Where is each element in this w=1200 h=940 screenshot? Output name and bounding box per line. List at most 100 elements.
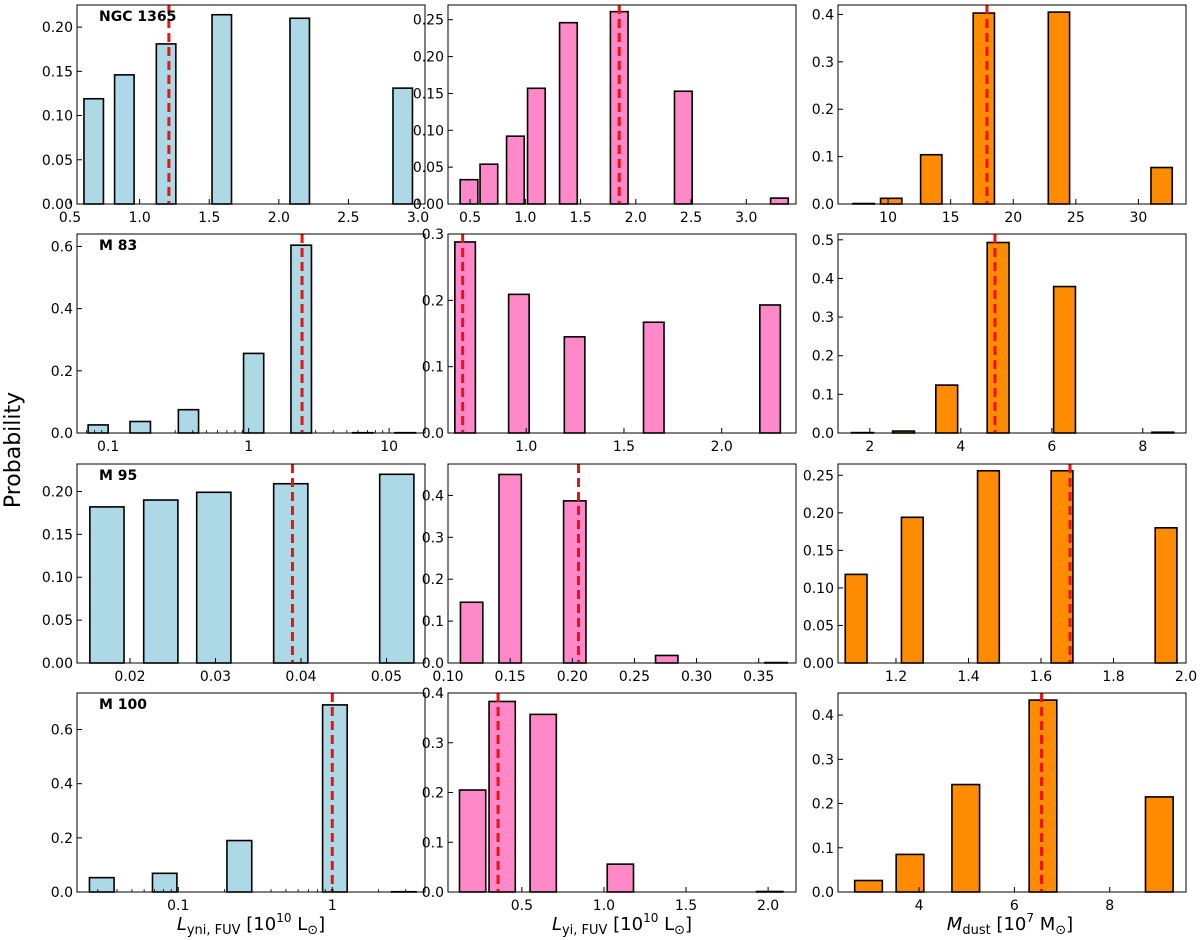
x-tick-label: 2.0 [625, 210, 647, 226]
x-tick-label: 0.30 [681, 669, 712, 685]
y-tick-label: 0.1 [422, 835, 444, 851]
y-tick-label: 0.1 [422, 360, 444, 376]
y-tick-label: 0.4 [812, 271, 834, 287]
bar [392, 87, 414, 205]
bar [900, 516, 924, 664]
y-tick-label: 0.3 [812, 310, 834, 326]
x-tick-label: 1.5 [198, 210, 220, 226]
bar [1144, 796, 1174, 893]
x-tick-label: 1.2 [885, 669, 907, 685]
y-tick-label: 0.3 [812, 55, 834, 71]
y-tick-label: 0.4 [422, 488, 444, 504]
bar [1047, 11, 1071, 205]
y-tick-label: 0.0 [51, 426, 73, 442]
y-tick-label: 0.1 [422, 614, 444, 630]
bar [88, 876, 115, 893]
y-tick-label: 0.0 [812, 426, 834, 442]
x-tick-label: 0.35 [743, 669, 774, 685]
panel-r2-c1: 0.0 0.1 0.2 0.3 0.4 0.10 0.15 0.20 0.25 0.30 0.35 [422, 463, 797, 685]
bar [642, 321, 665, 434]
galaxy-label: NGC 1365 [99, 9, 176, 25]
y-tick-label: 0.15 [413, 86, 444, 102]
bar [142, 499, 179, 664]
x-axis-label-l-yni-fuv: Lyni, FUV [1010 L⊙] [177, 911, 325, 938]
axes-frame [447, 4, 797, 205]
y-tick-label: 0.1 [812, 387, 834, 403]
y-tick-label: 0.05 [42, 153, 73, 169]
bar [226, 839, 253, 893]
panel-r3-c1: 0.0 0.1 0.2 0.3 0.4 0.5 1.0 1.5 2.0 [422, 686, 797, 914]
y-tick-label: 0.3 [422, 530, 444, 546]
bar [195, 491, 232, 664]
y-tick-label: 0.4 [422, 686, 444, 702]
x-tick-label: 0.1 [167, 898, 189, 914]
x-tick-label: 8 [1105, 898, 1114, 914]
y-tick-label: 0.0 [812, 885, 834, 901]
bar [211, 13, 233, 205]
bar [606, 863, 635, 893]
y-tick-label: 0.1 [812, 841, 834, 857]
axes-frame [76, 463, 426, 664]
bar [458, 789, 487, 893]
panel-r1-c1: 0.0 0.1 0.2 0.3 1.0 1.5 2.0 [422, 227, 797, 455]
x-tick-label: 0.5 [459, 210, 481, 226]
bar [459, 601, 484, 664]
x-tick-label: 6 [1047, 439, 1056, 455]
y-tick-label: 0.10 [42, 570, 73, 586]
panel-r1-c2: 0.0 0.1 0.2 0.3 0.4 0.5 2 4 6 8 [812, 233, 1187, 455]
y-tick-label: 0.4 [812, 7, 834, 23]
bar [242, 352, 265, 434]
x-tick-label: 3.0 [407, 210, 429, 226]
y-tick-label: 0.3 [812, 752, 834, 768]
y-tick-label: 0.15 [803, 543, 834, 559]
y-tick-label: 0.00 [803, 656, 834, 672]
y-tick-label: 0.2 [51, 831, 73, 847]
x-tick-label: 1.6 [1030, 669, 1052, 685]
bar [529, 713, 558, 893]
axes-frame [76, 233, 426, 434]
bar [654, 654, 679, 664]
y-tick-label: 0.05 [413, 160, 444, 176]
y-tick-label: 0.0 [51, 885, 73, 901]
axes-frame [447, 463, 797, 664]
bar [919, 153, 943, 205]
y-tick-label: 0.0 [422, 426, 444, 442]
y-tick-label: 0.20 [413, 50, 444, 66]
y-tick-label: 0.0 [812, 197, 834, 213]
y-tick-label: 0.20 [42, 20, 73, 36]
x-tick-label: 0.03 [200, 669, 231, 685]
x-tick-label: 1.0 [593, 898, 615, 914]
y-tick-label: 0.3 [422, 736, 444, 752]
bar [177, 408, 200, 434]
bar [951, 783, 981, 893]
axes-frame [837, 463, 1187, 664]
x-tick-label: 2.0 [268, 210, 290, 226]
bar [853, 879, 884, 893]
bar [976, 469, 1001, 664]
y-tick-label: 0.20 [42, 484, 73, 500]
axes-frame [837, 692, 1187, 893]
y-tick-label: 0.10 [803, 581, 834, 597]
y-tick-label: 0.2 [422, 786, 444, 802]
bar [459, 178, 479, 205]
bar [498, 473, 523, 664]
x-tick-label: 0.20 [557, 669, 588, 685]
y-tick-label: 0.4 [51, 777, 73, 793]
bar [844, 573, 868, 664]
y-tick-label: 0.0 [422, 656, 444, 672]
y-tick-label: 0.15 [42, 64, 73, 80]
panel-r2-c0: 0.00 0.05 0.10 0.15 0.20 0.02 0.03 0.04 0.05 M 95 [42, 463, 426, 685]
y-tick-label: 0.15 [42, 527, 73, 543]
y-tick-label: 0.5 [812, 233, 834, 249]
bar [1052, 285, 1077, 434]
x-tick-label: 15 [942, 210, 960, 226]
bar [562, 500, 587, 664]
y-tick-label: 0.25 [803, 468, 834, 484]
y-tick-label: 0.6 [51, 239, 73, 255]
y-tick-label: 0.05 [42, 613, 73, 629]
axes-frame [76, 4, 426, 205]
bar [454, 241, 477, 434]
bar [289, 17, 311, 205]
y-tick-label: 0.2 [812, 797, 834, 813]
